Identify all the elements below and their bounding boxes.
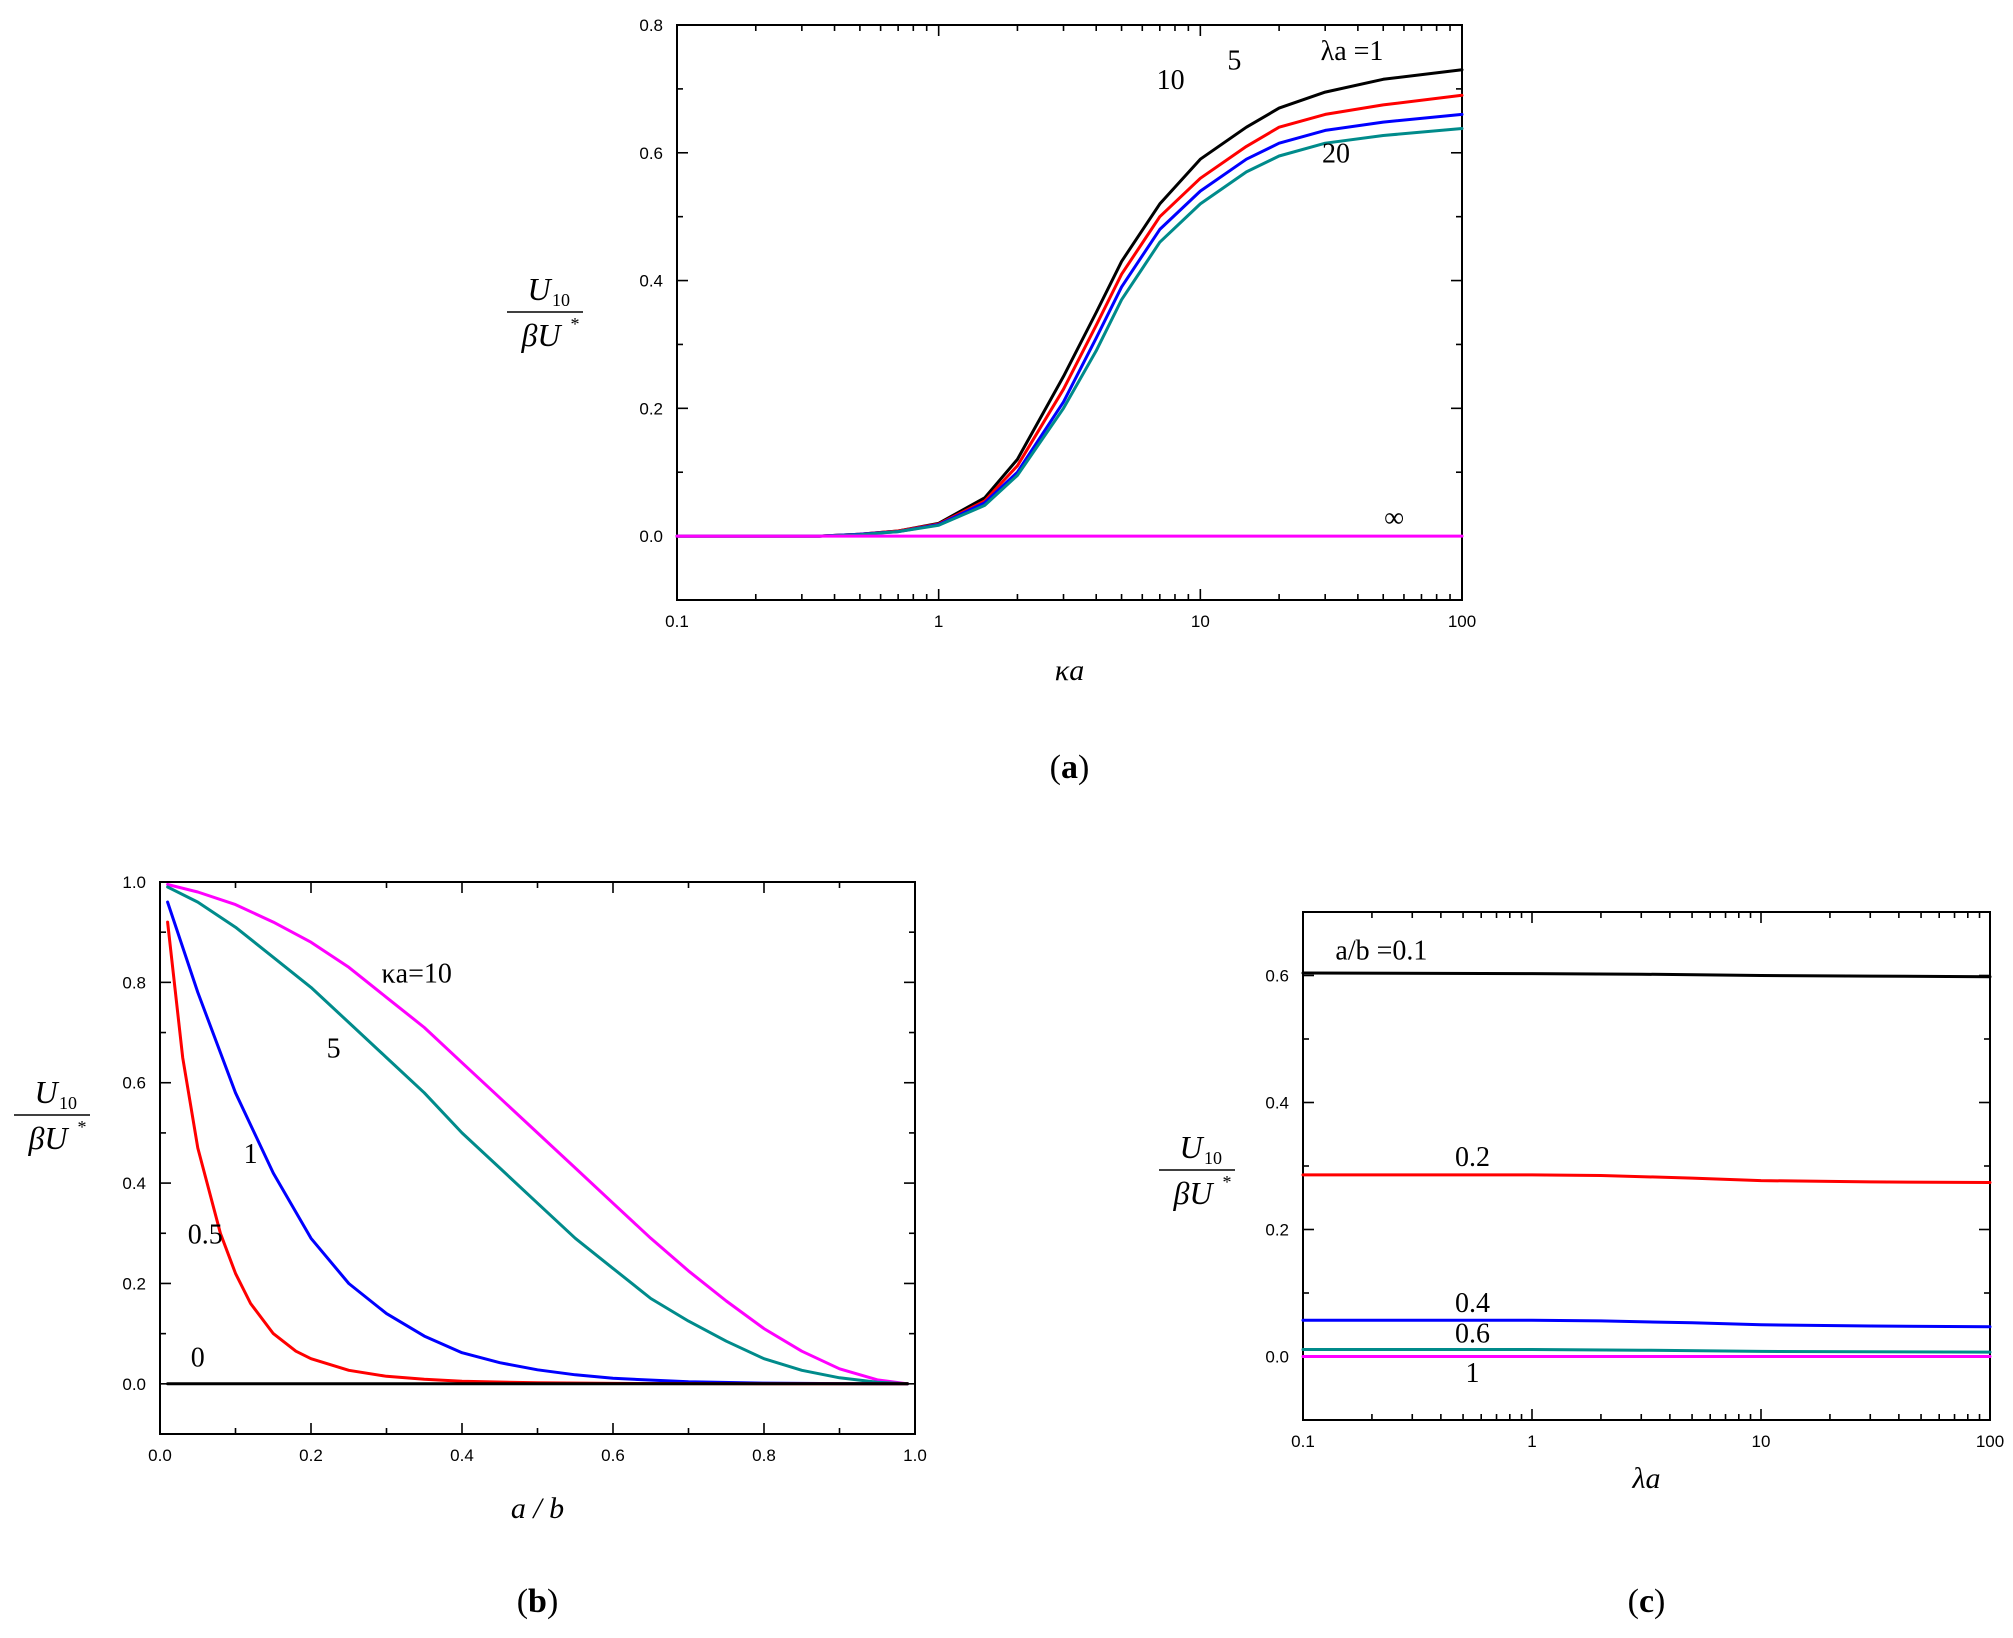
series-line: [1301, 1318, 1992, 1329]
y-tick-label: 0.0: [1265, 1348, 1289, 1367]
caption-open: (: [1050, 749, 1061, 786]
caption-letter: b: [528, 1583, 547, 1620]
series-line: [1301, 1348, 1992, 1354]
y-label-denominator-superscript: *: [571, 314, 580, 334]
curve-label: κa=10: [382, 958, 452, 989]
y-tick-label: 0.6: [122, 1074, 146, 1093]
caption-close: ): [1078, 749, 1089, 786]
y-tick-label: 1.0: [122, 873, 146, 892]
y-tick-label: 0.0: [639, 527, 663, 546]
x-tick-label: 1: [934, 612, 943, 631]
panel-b: 0.0 0.2 0.4 0.6 0.8 1.0 0.0 0.2 0.4 0.6 0.8 1.0 κa=1…: [14, 873, 927, 1620]
x-axis-label: a / b: [511, 1492, 564, 1525]
x-tick-label: 0.8: [752, 1446, 776, 1465]
y-tick-label: 0.4: [122, 1174, 146, 1193]
y-tick-label: 0.6: [639, 144, 663, 163]
curve-label: ∞: [1384, 503, 1404, 534]
x-tick-label: 100: [1448, 612, 1476, 631]
curve-label: 5: [327, 1034, 341, 1065]
curve-label: 1: [244, 1139, 258, 1170]
y-tick-label: 0.4: [639, 272, 663, 291]
x-tick-label: 0.0: [148, 1446, 172, 1465]
curve-label: 0.6: [1455, 1319, 1490, 1350]
y-tick-label: 0.2: [1265, 1221, 1289, 1240]
series-line: [675, 112, 1464, 538]
curve-label: 5: [1227, 46, 1241, 77]
caption-close: ): [547, 1583, 558, 1620]
x-tick-label: 0.2: [299, 1446, 323, 1465]
x-axis-label: λa: [1632, 1462, 1661, 1495]
curve-label: 20: [1322, 138, 1350, 169]
x-tick-label: 0.6: [601, 1446, 625, 1465]
y-label-denominator: βU: [27, 1120, 69, 1156]
curve-label: 10: [1157, 65, 1185, 96]
curve-label: 0.4: [1455, 1288, 1490, 1319]
y-label-numerator-subscript: 10: [59, 1093, 77, 1113]
series-line: [166, 883, 909, 1386]
curve-label: 0.2: [1455, 1142, 1490, 1173]
y-tick-label: 0.2: [639, 399, 663, 418]
y-label-numerator: U: [1179, 1129, 1204, 1165]
y-label-denominator: βU: [1172, 1175, 1214, 1211]
plot-frame: [1302, 911, 1991, 1421]
y-tick-label: 0.0: [122, 1375, 146, 1394]
caption-letter: c: [1639, 1583, 1654, 1620]
curve-label: a/b =0.1: [1335, 936, 1427, 967]
x-tick-label: 0.1: [665, 612, 689, 631]
y-tick-label: 0.2: [122, 1274, 146, 1293]
series-line: [166, 900, 909, 1386]
caption-close: ): [1654, 1583, 1665, 1620]
curve-label: λa =1: [1321, 36, 1384, 67]
y-tick-label: 0.4: [1265, 1094, 1289, 1113]
caption-open: (: [517, 1583, 528, 1620]
series-line: [166, 920, 909, 1386]
x-tick-label: 10: [1191, 612, 1210, 631]
plot-frame: [676, 24, 1463, 601]
x-tick-label: 100: [1976, 1432, 2004, 1451]
series-line: [166, 885, 909, 1386]
y-label-denominator: βU: [520, 317, 562, 353]
y-label-numerator-subscript: 10: [552, 290, 570, 310]
x-tick-label: 0.4: [450, 1446, 474, 1465]
panel-caption: (c): [1628, 1583, 1666, 1620]
y-tick-label: 0.8: [639, 16, 663, 35]
y-label-denominator-superscript: *: [1223, 1172, 1232, 1192]
y-label-denominator-superscript: *: [78, 1117, 87, 1137]
y-axis-label: U 10 βU *: [1159, 1129, 1235, 1211]
curve-label: 0.5: [188, 1219, 223, 1250]
y-axis-label: U 10 βU *: [14, 1074, 90, 1156]
x-axis-label: κa: [1055, 654, 1084, 687]
series-line: [675, 127, 1464, 538]
y-tick-label: 0.8: [122, 973, 146, 992]
y-axis-label: U 10 βU *: [507, 271, 583, 353]
y-label-numerator-subscript: 10: [1204, 1148, 1222, 1168]
x-tick-label: 1: [1527, 1432, 1536, 1451]
x-tick-label: 1.0: [903, 1446, 927, 1465]
series-line: [1301, 1173, 1992, 1184]
caption-open: (: [1628, 1583, 1639, 1620]
curve-label: 0: [191, 1342, 205, 1373]
caption-letter: a: [1061, 749, 1078, 786]
y-tick-label: 0.6: [1265, 967, 1289, 986]
panel-caption: (b): [517, 1583, 559, 1620]
curve-label: 1: [1466, 1358, 1480, 1389]
x-tick-label: 0.1: [1291, 1432, 1315, 1451]
series-line: [1301, 971, 1992, 979]
y-label-numerator: U: [527, 271, 552, 307]
y-label-numerator: U: [34, 1074, 59, 1110]
x-tick-label: 10: [1752, 1432, 1771, 1451]
panel-caption: (a): [1050, 749, 1090, 786]
